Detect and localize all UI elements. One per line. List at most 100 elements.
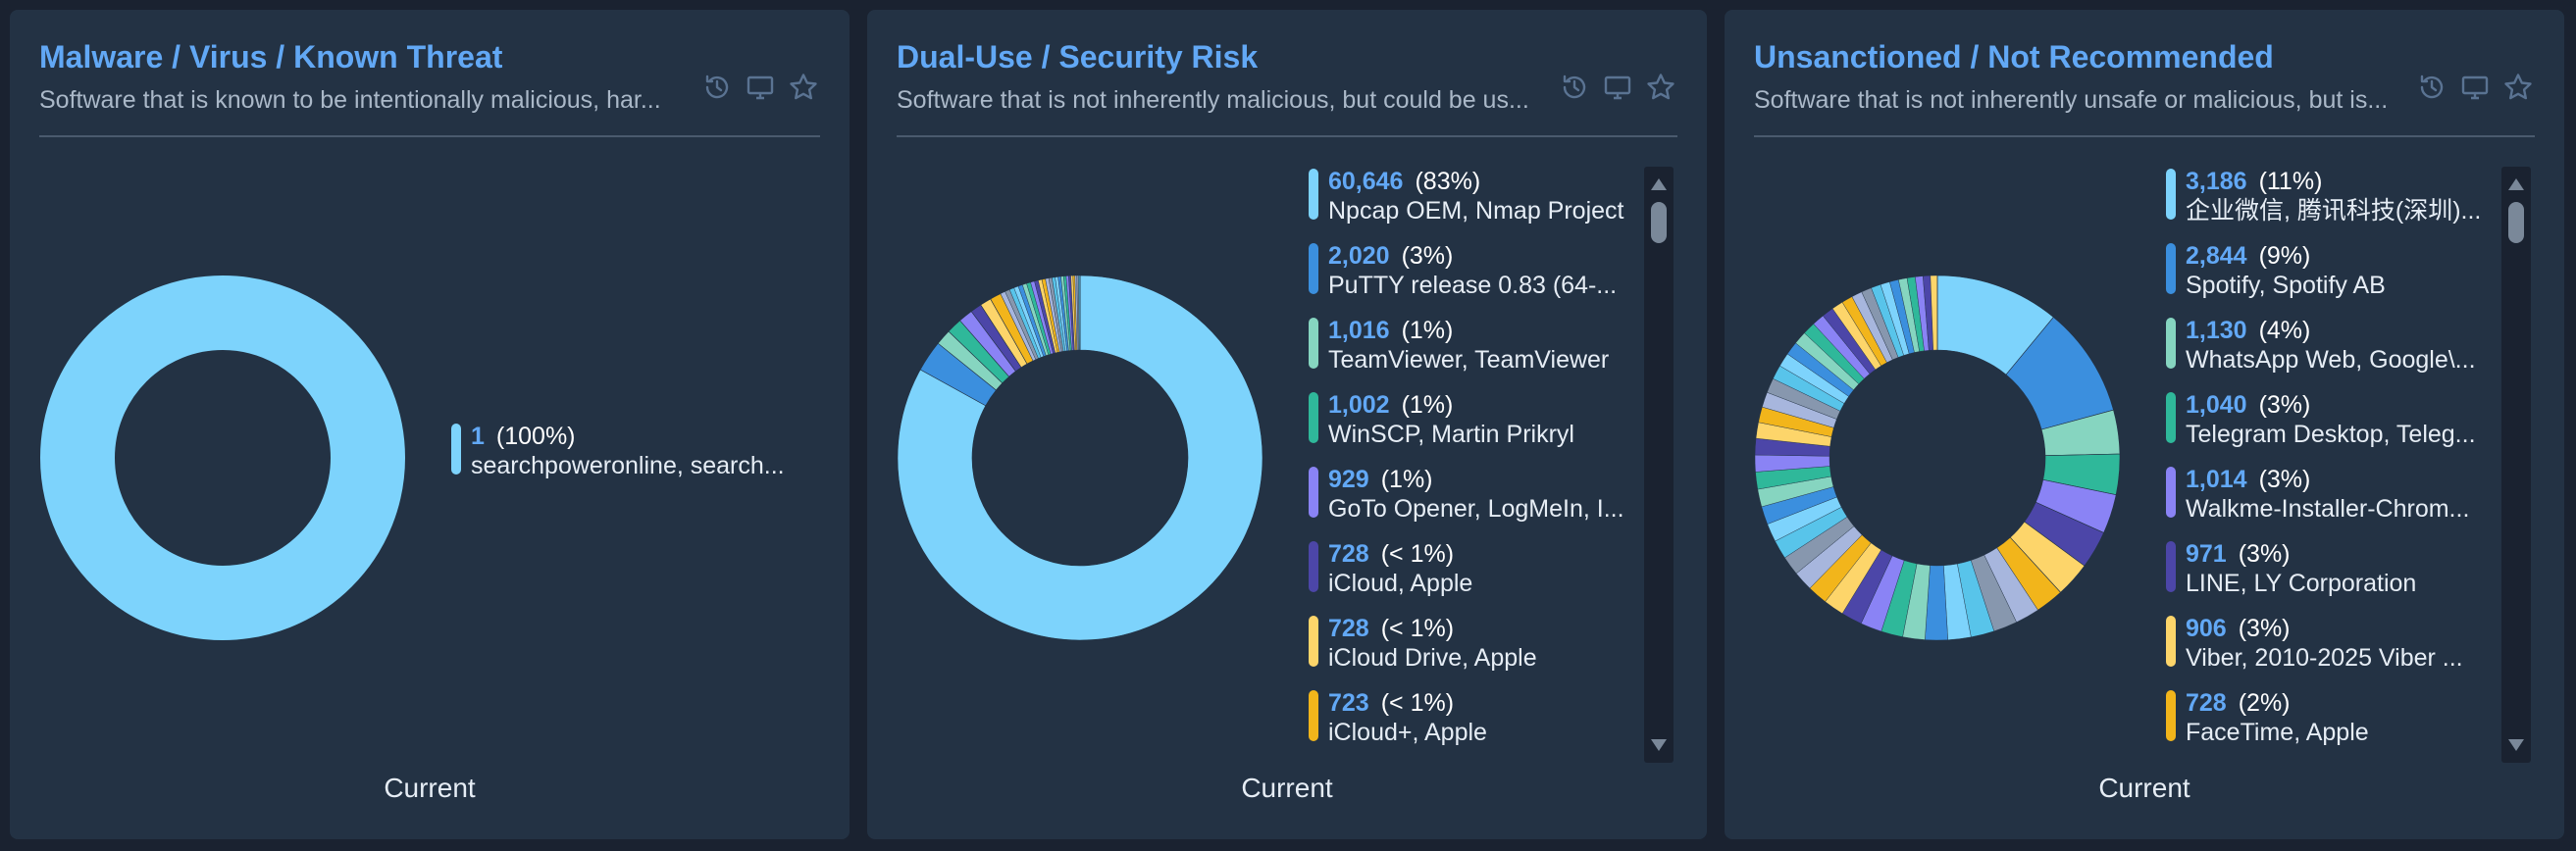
legend-item[interactable]: 1,014 (3%) Walkme-Installer-Chrom... xyxy=(2166,465,2495,539)
monitor-icon[interactable] xyxy=(744,71,777,104)
legend-label: searchpoweronline, search... xyxy=(471,452,785,479)
chart-legend: 60,646 (83%) Npcap OEM, Nmap Project 2,020 (… xyxy=(1309,167,1637,763)
legend-item[interactable]: 728 (2%) FaceTime, Apple xyxy=(2166,688,2495,763)
legend-value-row: 1,014 (3%) xyxy=(2186,465,2495,494)
legend-scrollbar[interactable] xyxy=(2501,167,2531,763)
legend-count: 723 xyxy=(1328,689,1369,717)
legend-percent: (3%) xyxy=(2238,615,2291,642)
scroll-thumb[interactable] xyxy=(2508,202,2524,243)
panel-divider xyxy=(39,135,820,137)
legend-swatch xyxy=(1309,690,1318,741)
legend-item[interactable]: 1,130 (4%) WhatsApp Web, Google\... xyxy=(2166,316,2495,390)
donut-chart[interactable] xyxy=(1754,275,2121,641)
scroll-down-arrow-icon[interactable] xyxy=(2508,739,2524,751)
legend-item[interactable]: 1,040 (3%) Telegram Desktop, Teleg... xyxy=(2166,390,2495,465)
legend-label: GoTo Opener, LogMeIn, I... xyxy=(1328,495,1624,523)
legend-swatch xyxy=(1309,541,1318,592)
legend-swatch xyxy=(2166,169,2176,220)
legend-percent: (3%) xyxy=(2238,540,2291,568)
legend-item[interactable]: 929 (1%) GoTo Opener, LogMeIn, I... xyxy=(1309,465,1637,539)
legend-item[interactable]: 1,016 (1%) TeamViewer, TeamViewer xyxy=(1309,316,1637,390)
scroll-up-arrow-icon[interactable] xyxy=(2508,178,2524,190)
scroll-down-arrow-icon[interactable] xyxy=(1651,739,1667,751)
legend-swatch xyxy=(2166,318,2176,369)
legend-item[interactable]: 971 (3%) LINE, LY Corporation xyxy=(2166,539,2495,614)
panel-divider xyxy=(1754,135,2535,137)
legend-percent: (3%) xyxy=(1401,242,1454,270)
legend-count: 971 xyxy=(2186,540,2227,568)
legend-count: 1,002 xyxy=(1328,391,1390,419)
legend-item[interactable]: 1,002 (1%) WinSCP, Martin Prikryl xyxy=(1309,390,1637,465)
legend-item[interactable]: 2,844 (9%) Spotify, Spotify AB xyxy=(2166,241,2495,316)
legend-label: iCloud Drive, Apple xyxy=(1328,644,1537,672)
legend-count: 3,186 xyxy=(2186,168,2247,195)
legend-item[interactable]: 3,186 (11%) 企业微信, 腾讯科技(深圳)... xyxy=(2166,167,2495,241)
legend-percent: (1%) xyxy=(1401,317,1454,344)
scroll-up-arrow-icon[interactable] xyxy=(1651,178,1667,190)
legend-count: 1 xyxy=(471,423,485,450)
legend-swatch xyxy=(2166,690,2176,741)
legend-value-row: 60,646 (83%) xyxy=(1328,167,1637,196)
legend-value-row: 1,016 (1%) xyxy=(1328,316,1637,345)
legend-percent: (3%) xyxy=(2258,391,2311,419)
legend-percent: (< 1%) xyxy=(1380,615,1455,642)
history-icon[interactable] xyxy=(1558,71,1591,104)
legend-count: 929 xyxy=(1328,466,1369,493)
donut-chart[interactable] xyxy=(39,275,406,641)
legend-label: 企业微信, 腾讯科技(深圳)... xyxy=(2186,197,2482,225)
chart-legend: 1 (100%) searchpoweronline, search... xyxy=(451,422,824,539)
panel-title[interactable]: Unsanctioned / Not Recommended xyxy=(1754,39,2274,75)
legend-value-row: 728 (< 1%) xyxy=(1328,539,1637,569)
legend-value-row: 728 (2%) xyxy=(2186,688,2495,718)
panel-title[interactable]: Malware / Virus / Known Threat xyxy=(39,39,503,75)
legend-label: Viber, 2010-2025 Viber ... xyxy=(2186,644,2463,672)
legend-label: WhatsApp Web, Google\... xyxy=(2186,346,2476,374)
legend-label: WinSCP, Martin Prikryl xyxy=(1328,421,1574,448)
history-icon[interactable] xyxy=(700,71,734,104)
legend-item[interactable]: 906 (3%) Viber, 2010-2025 Viber ... xyxy=(2166,614,2495,688)
legend-count: 1,016 xyxy=(1328,317,1390,344)
panel-subtitle: Software that is not inherently maliciou… xyxy=(897,86,1529,114)
panel-footer: Current xyxy=(1241,773,1333,803)
legend-value-row: 2,844 (9%) xyxy=(2186,241,2495,271)
legend-swatch xyxy=(1309,616,1318,667)
scroll-thumb[interactable] xyxy=(1651,202,1667,243)
legend-count: 906 xyxy=(2186,615,2227,642)
monitor-icon[interactable] xyxy=(2458,71,2492,104)
legend-percent: (100%) xyxy=(495,423,576,450)
monitor-icon[interactable] xyxy=(1601,71,1634,104)
legend-value-row: 3,186 (11%) xyxy=(2186,167,2495,196)
legend-scrollbar[interactable] xyxy=(1644,167,1674,763)
legend-item[interactable]: 728 (< 1%) iCloud, Apple xyxy=(1309,539,1637,614)
panel-title[interactable]: Dual-Use / Security Risk xyxy=(897,39,1259,75)
legend-item[interactable]: 2,020 (3%) PuTTY release 0.83 (64-... xyxy=(1309,241,1637,316)
legend-label: iCloud, Apple xyxy=(1328,570,1473,597)
legend-label: Spotify, Spotify AB xyxy=(2186,272,2386,299)
legend-swatch xyxy=(1309,243,1318,294)
donut-slice[interactable] xyxy=(897,275,1263,641)
history-icon[interactable] xyxy=(2415,71,2448,104)
legend-swatch xyxy=(1309,467,1318,518)
legend-item[interactable]: 1 (100%) searchpoweronline, search... xyxy=(451,422,824,496)
chart-panel-malware: Malware / Virus / Known Threat Software … xyxy=(10,10,850,839)
legend-swatch xyxy=(1309,318,1318,369)
legend-swatch xyxy=(451,424,461,475)
star-icon[interactable] xyxy=(2501,71,2535,104)
legend-item[interactable]: 728 (< 1%) iCloud Drive, Apple xyxy=(1309,614,1637,688)
legend-item[interactable]: 723 (< 1%) iCloud+, Apple xyxy=(1309,688,1637,763)
panel-toolbar xyxy=(700,71,820,104)
star-icon[interactable] xyxy=(787,71,820,104)
legend-item[interactable]: 60,646 (83%) Npcap OEM, Nmap Project xyxy=(1309,167,1637,241)
donut-slice[interactable] xyxy=(40,275,405,640)
legend-swatch xyxy=(1309,392,1318,443)
legend-count: 1,130 xyxy=(2186,317,2247,344)
star-icon[interactable] xyxy=(1644,71,1677,104)
legend-label: PuTTY release 0.83 (64-... xyxy=(1328,272,1618,299)
legend-percent: (1%) xyxy=(1401,391,1454,419)
legend-swatch xyxy=(2166,467,2176,518)
legend-percent: (9%) xyxy=(2258,242,2311,270)
legend-label: Npcap OEM, Nmap Project xyxy=(1328,197,1624,225)
legend-label: TeamViewer, TeamViewer xyxy=(1328,346,1610,374)
legend-label: Walkme-Installer-Chrom... xyxy=(2186,495,2470,523)
donut-chart[interactable] xyxy=(897,275,1263,641)
